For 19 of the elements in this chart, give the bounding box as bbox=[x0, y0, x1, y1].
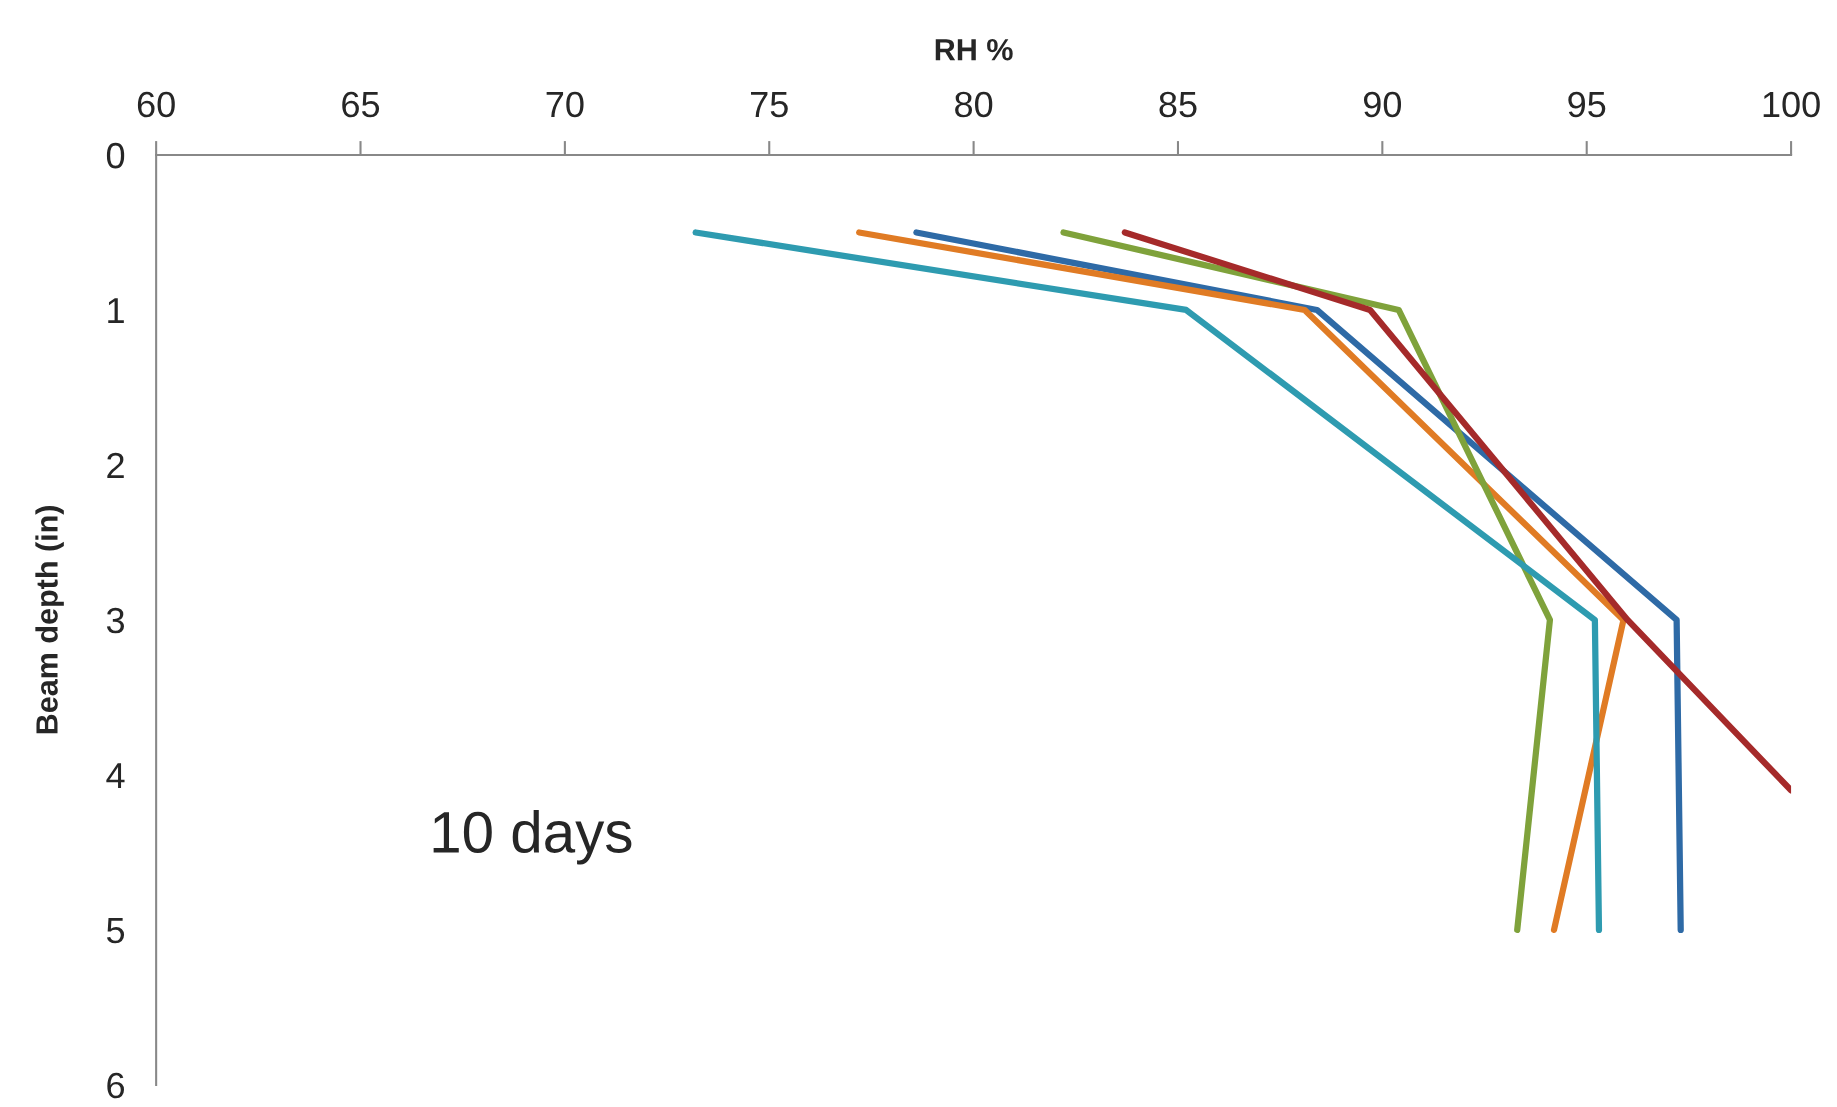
x-tick-label: 60 bbox=[137, 91, 175, 118]
x-tick-label: 80 bbox=[955, 91, 993, 118]
y-tick-label: 4 bbox=[106, 763, 125, 788]
x-tick-label: 95 bbox=[1568, 91, 1606, 118]
x-axis-title: RH % bbox=[935, 38, 1013, 61]
x-tick-label: 85 bbox=[1159, 91, 1197, 118]
y-tick-label: 5 bbox=[106, 918, 125, 944]
x-tick-label: 65 bbox=[342, 91, 380, 118]
y-tick-label: 3 bbox=[106, 607, 124, 634]
x-tick-label: 70 bbox=[546, 91, 584, 118]
x-tick-label: 90 bbox=[1363, 91, 1402, 118]
y-tick-label: 0 bbox=[106, 142, 125, 169]
annotation: 10 days bbox=[433, 810, 632, 865]
y-axis-title: Beam depth (in) bbox=[35, 506, 64, 734]
x-tick-label: 75 bbox=[751, 92, 788, 118]
y-tick-label: 2 bbox=[107, 452, 124, 479]
y-tick-label: 6 bbox=[107, 1072, 124, 1099]
y-tick-label: 1 bbox=[108, 298, 124, 324]
x-tick-label: 100 bbox=[1763, 91, 1820, 118]
